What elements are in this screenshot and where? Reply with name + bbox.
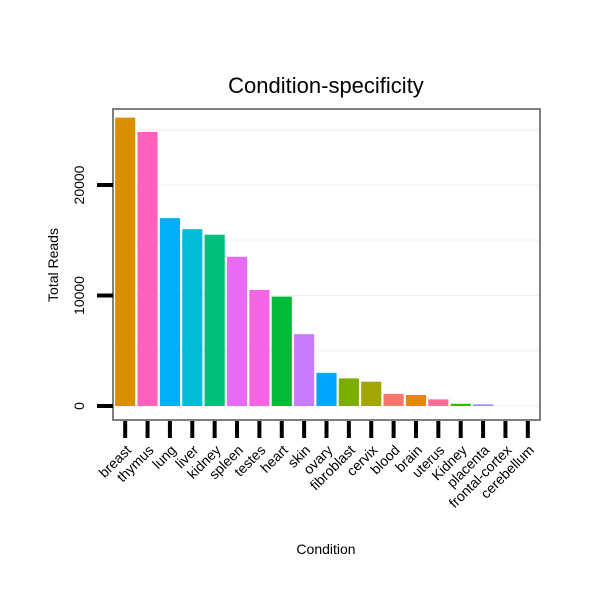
plot-panel-border bbox=[112, 108, 541, 421]
bar-cervix bbox=[361, 381, 382, 406]
y-axis: 0 10000 20000 bbox=[71, 165, 113, 410]
bar-blood bbox=[383, 393, 404, 406]
chart-title: Condition-specificity bbox=[228, 73, 424, 98]
bar-ovary bbox=[316, 372, 337, 406]
bar-kidney bbox=[204, 234, 225, 406]
bar-skin bbox=[294, 334, 315, 406]
bar-spleen bbox=[226, 256, 248, 406]
y-tick-label: 10000 bbox=[71, 276, 87, 315]
y-tick-label: 0 bbox=[71, 402, 87, 410]
bar-thymus bbox=[137, 131, 158, 406]
bar-uterus bbox=[428, 399, 449, 406]
bar-heart bbox=[271, 296, 292, 406]
y-axis-label: Total Reads bbox=[45, 228, 61, 302]
bar-brain bbox=[405, 394, 427, 406]
bar-lung bbox=[159, 218, 180, 406]
bar-placenta bbox=[473, 404, 494, 406]
bar-liver bbox=[182, 229, 203, 406]
bar-fibroblast bbox=[338, 378, 359, 406]
x-axis-label: Condition bbox=[296, 541, 355, 557]
bars bbox=[115, 117, 494, 406]
y-tick-label: 20000 bbox=[71, 165, 87, 204]
bar-breast bbox=[115, 117, 136, 406]
bar-kidney bbox=[450, 403, 471, 406]
bar-testes bbox=[249, 289, 270, 406]
